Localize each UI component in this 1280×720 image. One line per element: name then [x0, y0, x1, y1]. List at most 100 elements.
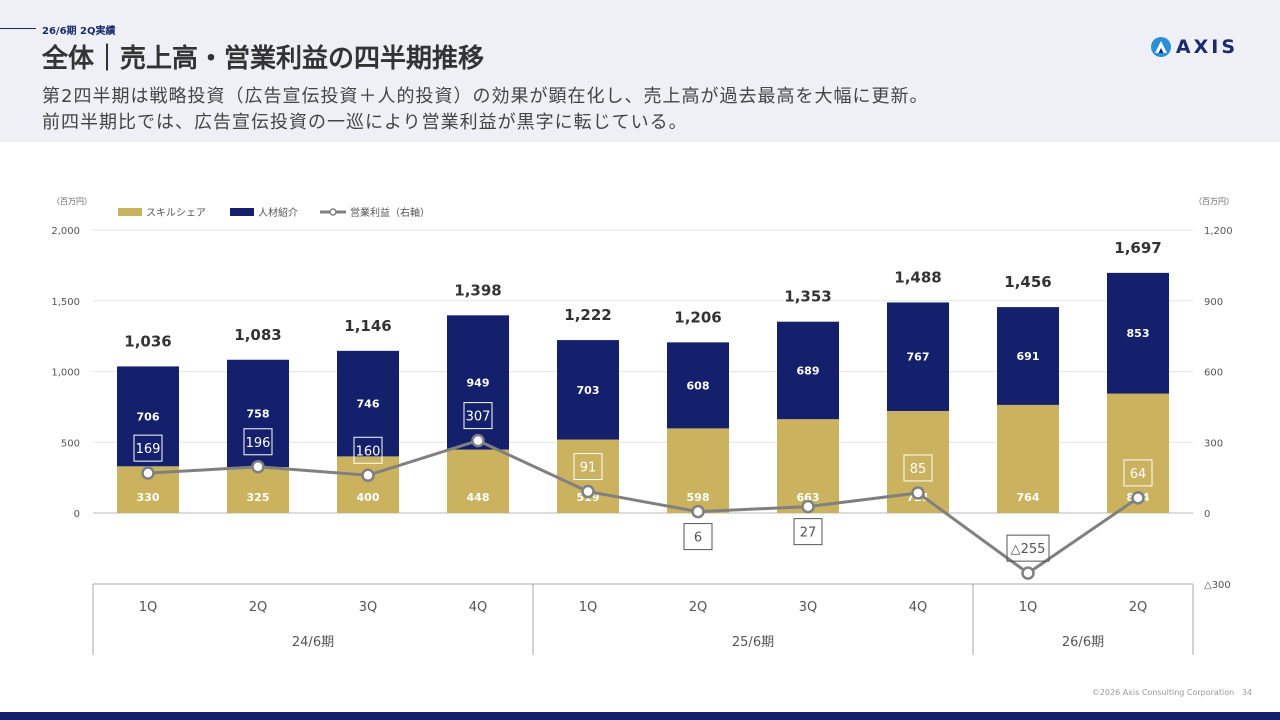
fiscal-year-label: 24/6期 [292, 635, 334, 650]
bar-total-label: 1,697 [1114, 239, 1161, 257]
bar-total-label: 1,083 [234, 326, 281, 344]
bar-skillshare [557, 439, 619, 513]
bar-label-skillshare: 721 [907, 491, 930, 504]
subtitle-line-2: 前四半期比では、広告宣伝投資の一巡により営業利益が黒字に転じている。 [42, 112, 688, 133]
profit-label-box [463, 402, 493, 430]
bar-recruitment [1107, 272, 1169, 394]
profit-label: 64 [1130, 467, 1147, 482]
profit-label-box [243, 428, 273, 456]
quarter-label: 3Q [359, 600, 378, 615]
profit-point [1021, 566, 1035, 580]
quarter-label: 1Q [139, 600, 158, 615]
quarter-label: 1Q [1019, 600, 1038, 615]
bar-label-skillshare: 519 [577, 491, 600, 504]
bar-label-skillshare: 764 [1017, 491, 1040, 504]
bar-label-skillshare: 325 [247, 491, 270, 504]
bar-skillshare [997, 404, 1059, 513]
profit-label: △255 [1011, 542, 1046, 557]
profit-point [471, 433, 485, 448]
quarter-label: 2Q [689, 600, 708, 615]
profit-label-box [903, 454, 933, 482]
profit-label: 169 [136, 442, 161, 457]
header: 26/6期 2Q実績 全体｜売上高・営業利益の四半期推移 第2四半期は戦略投資（… [0, 0, 1280, 142]
profit-point [911, 486, 925, 500]
bar-total-label: 1,206 [674, 308, 721, 326]
bar-recruitment [117, 366, 179, 467]
quarter-label: 2Q [249, 600, 268, 615]
bar-total-label: 1,456 [1004, 273, 1051, 291]
page-title: 全体｜売上高・営業利益の四半期推移 [42, 44, 485, 74]
bottom-bar [0, 712, 1280, 720]
right-axis-unit: （百万円） [1194, 197, 1234, 206]
quarter-label: 4Q [909, 600, 928, 615]
bar-label-recruitment: 758 [247, 407, 270, 420]
legend-marker-profit [329, 208, 337, 216]
logo-text: AXIS [1175, 36, 1238, 58]
profit-point [1131, 491, 1145, 505]
right-tick-label: 600 [1204, 368, 1223, 379]
quarter-label: 1Q [579, 600, 598, 615]
right-tick-label: 1,200 [1204, 226, 1233, 237]
profit-label: 91 [580, 461, 597, 476]
bar-label-recruitment: 767 [907, 351, 930, 364]
profit-point [251, 460, 265, 474]
profit-point [141, 466, 155, 480]
right-tick-label: △300 [1204, 580, 1231, 591]
left-tick-label: 1,000 [51, 368, 80, 379]
left-tick-label: 1,500 [51, 297, 80, 308]
profit-label: 85 [910, 462, 927, 477]
bar-label-recruitment: 608 [687, 379, 710, 392]
profit-point [691, 504, 705, 519]
left-tick-label: 2,000 [51, 226, 80, 237]
bar-recruitment [447, 315, 509, 450]
bar-total-label: 1,353 [784, 288, 831, 306]
legend-label-skillshare: スキルシェア [146, 208, 206, 219]
profit-point [581, 484, 595, 499]
subtitle-line-1: 第2四半期は戦略投資（広告宣伝投資＋人的投資）の効果が顕在化し、売上高が過去最高… [42, 86, 929, 107]
header-rule [0, 28, 36, 29]
bar-total-label: 1,222 [564, 306, 611, 324]
profit-label: 27 [800, 526, 817, 541]
bar-label-recruitment: 703 [577, 384, 600, 397]
bar-total-label: 1,398 [454, 281, 501, 299]
bar-label-skillshare: 330 [137, 491, 160, 504]
profit-label-box [683, 523, 713, 551]
bar-recruitment [997, 307, 1059, 405]
profit-label-box [1006, 534, 1050, 562]
page-number: 34 [1241, 688, 1252, 697]
bar-total-label: 1,146 [344, 317, 391, 335]
profit-point [361, 468, 375, 483]
legend-label-profit: 営業利益（右軸） [350, 206, 430, 219]
left-tick-label: 0 [74, 509, 80, 520]
profit-point [801, 499, 815, 514]
bar-label-recruitment: 746 [357, 398, 380, 411]
bar-label-skillshare: 448 [467, 491, 490, 504]
profit-label: 307 [466, 410, 491, 425]
bar-recruitment [777, 321, 839, 420]
fiscal-year-label: 25/6期 [732, 635, 774, 650]
legend-label-recruitment: 人材紹介 [258, 206, 298, 219]
bar-label-recruitment: 706 [137, 410, 160, 423]
logo-mark-icon [1150, 37, 1171, 57]
bar-skillshare [667, 428, 729, 513]
bar-recruitment [667, 342, 729, 429]
bar-label-recruitment: 853 [1127, 327, 1150, 340]
profit-label-box [573, 453, 603, 481]
legend: スキルシェア 人材紹介 営業利益（右軸） [118, 206, 430, 219]
profit-label: 160 [356, 444, 381, 459]
right-tick-label: 0 [1204, 509, 1210, 520]
footer: ©2026 Axis Consulting Corporation 34 [1092, 688, 1252, 697]
fiscal-year-label: 26/6期 [1062, 635, 1104, 650]
legend-swatch-recruitment [230, 208, 254, 216]
bar-skillshare [887, 410, 949, 513]
copyright: ©2026 Axis Consulting Corporation [1091, 688, 1235, 697]
quarter-label: 4Q [469, 600, 488, 615]
profit-line [147, 438, 1139, 575]
bar-label-skillshare: 844 [1127, 491, 1150, 504]
bar-skillshare [447, 449, 509, 513]
bar-total-label: 1,036 [124, 332, 171, 350]
bar-skillshare [777, 419, 839, 513]
profit-label-box [793, 518, 823, 546]
left-tick-label: 500 [61, 438, 80, 449]
legend-swatch-skillshare [118, 208, 142, 216]
